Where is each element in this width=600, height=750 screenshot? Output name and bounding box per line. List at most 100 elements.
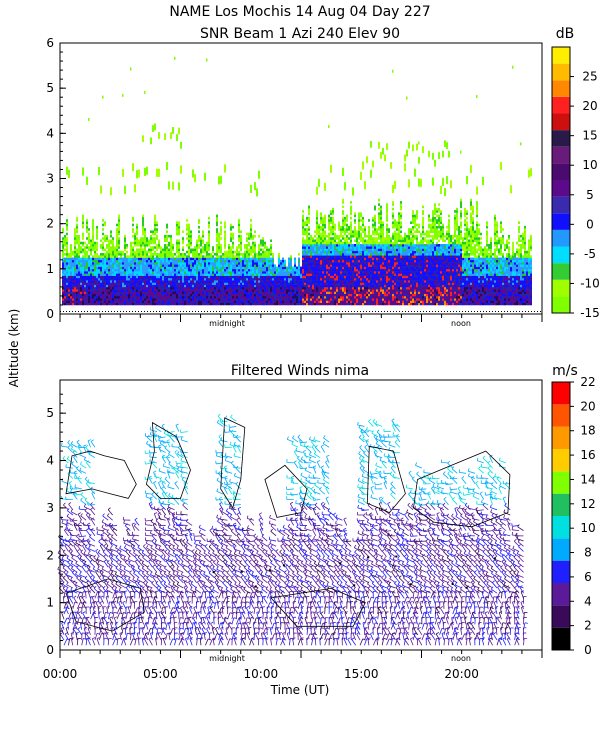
snr-cell — [266, 271, 268, 274]
snr-cell — [72, 257, 74, 261]
snr-cell — [118, 225, 120, 229]
snr-cell — [386, 284, 388, 288]
snr-cell — [128, 271, 130, 274]
snr-cell — [308, 286, 310, 290]
snr-cell — [310, 262, 312, 265]
snr-cell — [206, 271, 208, 274]
snr-cell — [314, 246, 316, 249]
snr-cell — [306, 234, 308, 238]
snr-cell — [160, 298, 162, 301]
snr-cell — [350, 212, 352, 215]
snr-cell — [314, 295, 316, 299]
snr-cell — [66, 219, 68, 222]
snr-cell — [350, 248, 352, 252]
snr-cell — [324, 291, 326, 294]
snr-cell — [310, 286, 312, 290]
snr-cell — [140, 277, 142, 281]
snr-cell — [188, 237, 190, 240]
snr-cell — [110, 271, 112, 274]
snr-cell — [242, 275, 244, 279]
snr-cell — [234, 277, 236, 281]
snr-cell — [330, 291, 332, 294]
snr-cell — [198, 255, 200, 258]
snr-cell — [190, 295, 192, 299]
snr-cell — [238, 257, 240, 261]
snr-cell — [68, 289, 70, 292]
snr-cell — [274, 284, 276, 288]
snr-cell — [144, 295, 146, 299]
snr-cell — [298, 282, 300, 285]
snr-cell — [290, 293, 292, 297]
snr-cell — [74, 234, 76, 238]
snr-cell — [120, 298, 122, 301]
snr-cell — [336, 234, 338, 238]
snr-cell — [232, 250, 234, 254]
snr-cell — [224, 264, 226, 267]
snr-cell — [84, 259, 86, 263]
snr-cell — [380, 262, 382, 265]
snr-cell — [288, 262, 290, 265]
snr-cell — [226, 259, 228, 263]
snr-cell — [106, 286, 108, 290]
snr-cell — [168, 284, 170, 288]
snr-cell — [150, 275, 152, 279]
snr-cell — [322, 243, 324, 247]
snr-cell — [346, 289, 348, 292]
snr-cell — [134, 289, 136, 292]
snr-cell — [224, 221, 226, 224]
snr-cell — [62, 259, 64, 263]
snr-cell — [196, 277, 198, 281]
snr-cell — [378, 250, 380, 254]
snr-cell — [154, 298, 156, 301]
snr-cell — [336, 280, 338, 283]
snr-cell — [304, 250, 306, 254]
snr-cell — [366, 277, 368, 281]
snr-cell — [244, 264, 246, 267]
snr-cell — [326, 293, 328, 297]
snr-cell — [344, 291, 346, 294]
snr-cell — [148, 284, 150, 288]
snr-cell — [100, 289, 102, 292]
snr-cell — [150, 257, 152, 261]
snr-cell — [358, 225, 360, 229]
snr-cell — [316, 219, 318, 222]
snr-cell — [366, 255, 368, 258]
snr-cell — [112, 239, 114, 243]
snr-cell — [316, 223, 318, 227]
snr-cell — [132, 280, 134, 283]
snr-cell — [206, 241, 208, 245]
snr-cell — [176, 273, 178, 276]
snr-cell — [144, 255, 146, 258]
snr-cell — [202, 282, 204, 285]
snr-cell — [380, 286, 382, 290]
snr-cell — [352, 253, 354, 256]
snr-cell — [82, 298, 84, 301]
snr-cell — [380, 216, 382, 220]
snr-cell — [344, 243, 346, 247]
snr-cell — [198, 259, 200, 263]
snr-cell — [304, 232, 306, 236]
snr-cell — [106, 262, 108, 265]
snr-cell — [82, 293, 84, 297]
snr-cell — [100, 291, 102, 294]
snr-cell — [84, 257, 86, 261]
snr-cell — [330, 243, 332, 247]
snr-cell — [190, 248, 192, 252]
snr-cell — [64, 286, 66, 290]
snr-cell — [218, 284, 220, 288]
snr-cell — [62, 250, 64, 254]
snr-cell — [70, 280, 72, 283]
snr-cell — [112, 266, 114, 270]
snr-cell — [84, 302, 86, 306]
snr-cell — [152, 284, 154, 288]
snr-cell — [324, 230, 326, 233]
snr-cell — [82, 286, 84, 290]
snr-cell — [352, 284, 354, 288]
snr-cell — [278, 271, 280, 274]
snr-cell — [210, 280, 212, 283]
snr-cell — [120, 293, 122, 297]
snr-cell — [260, 259, 262, 263]
snr-cell — [324, 289, 326, 292]
snr-cell — [158, 275, 160, 279]
snr-cell — [170, 302, 172, 306]
